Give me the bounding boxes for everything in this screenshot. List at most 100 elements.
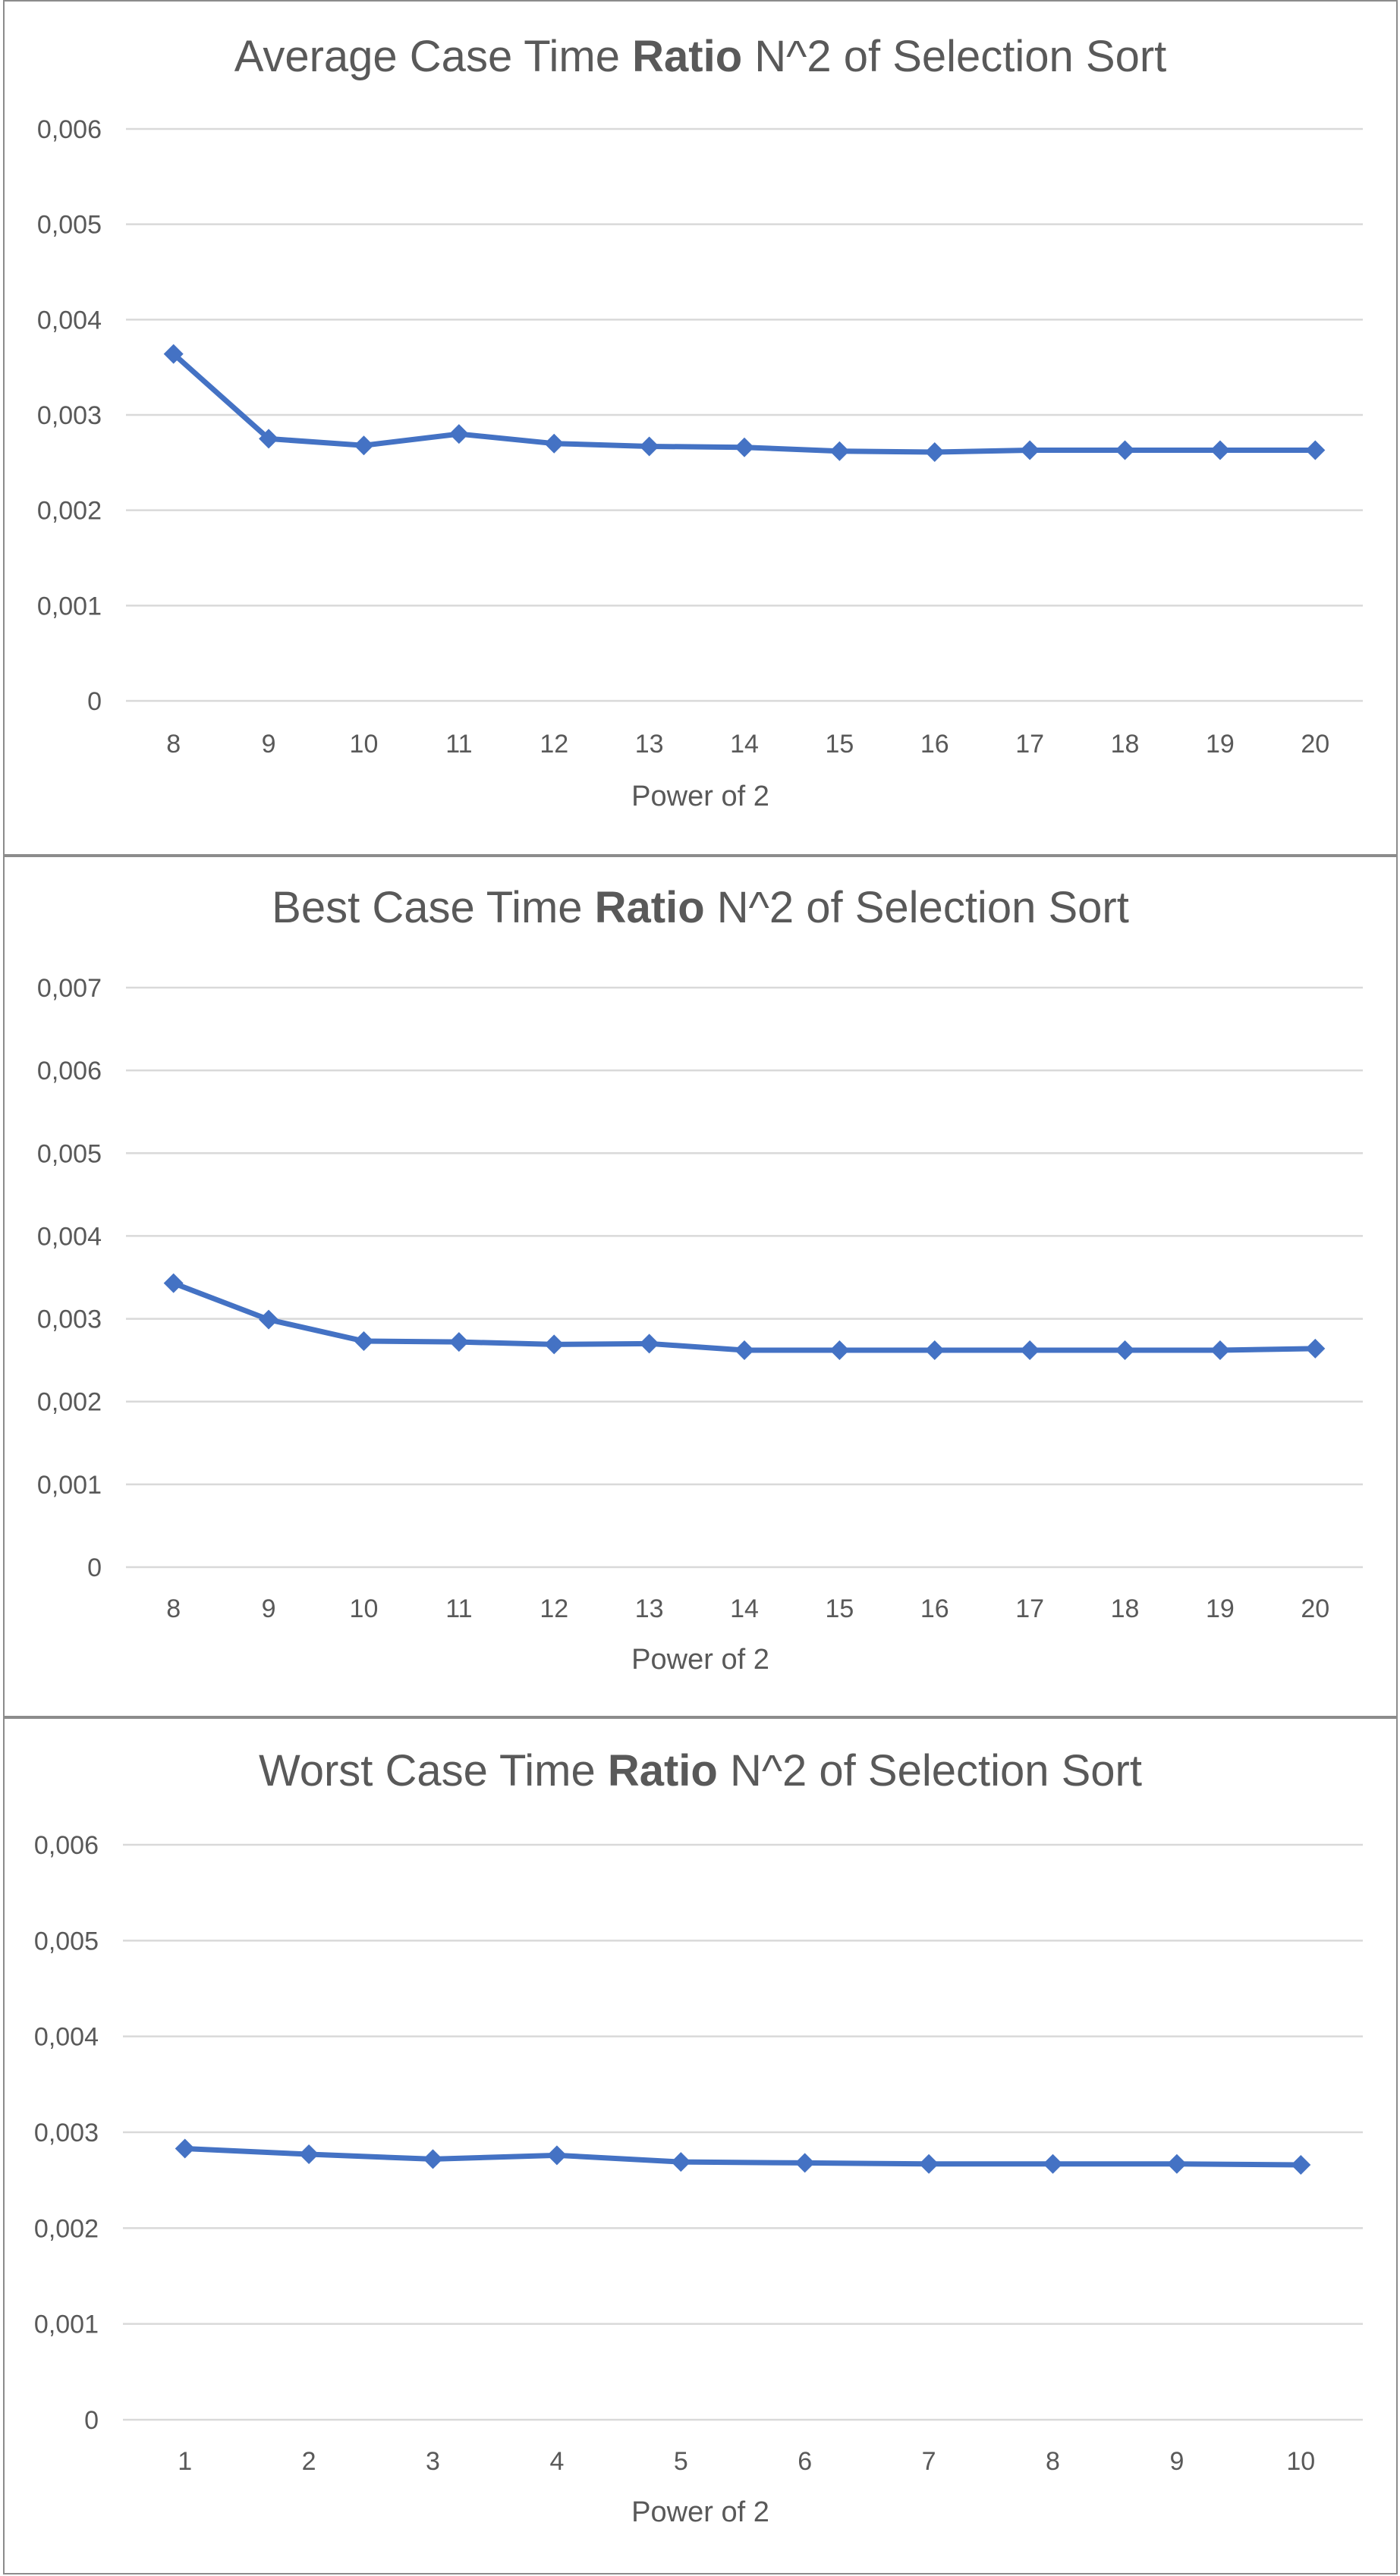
y-tick-label: 0,003: [37, 401, 102, 430]
data-point: [924, 1340, 945, 1361]
x-tick-label: 10: [350, 730, 379, 759]
x-tick-label: 13: [635, 730, 664, 759]
x-tick-label: 17: [1015, 1594, 1044, 1623]
data-point: [448, 1332, 469, 1352]
chart-best: Best Case Time Ratio N^2 of Selection So…: [37, 883, 1363, 1676]
x-tick-label: 7: [922, 2447, 936, 2476]
series-line: [171, 1280, 1318, 1353]
chart-title: Average Case Time Ratio N^2 of Selection…: [234, 32, 1167, 81]
data-point: [1305, 1338, 1326, 1359]
x-tick-label: 9: [1169, 2447, 1184, 2476]
y-tick-label: 0,005: [37, 1139, 102, 1168]
data-point: [1291, 2154, 1311, 2175]
chart-panel-average: Average Case Time Ratio N^2 of Selection…: [3, 0, 1398, 856]
x-tick-label: 13: [635, 1594, 664, 1623]
x-tick-label: 14: [730, 1594, 759, 1623]
y-tick-label: 0,006: [37, 115, 102, 144]
x-tick-label: 1: [178, 2447, 192, 2476]
x-tick-label: 12: [540, 1594, 568, 1623]
x-tick-label: 5: [674, 2447, 688, 2476]
x-tick-label: 8: [166, 730, 181, 759]
x-tick-label: 10: [1286, 2447, 1315, 2476]
chart-worst: Worst Case Time Ratio N^2 of Selection S…: [34, 1746, 1363, 2528]
data-point: [175, 2138, 195, 2159]
series-line: [171, 351, 1318, 455]
data-point: [794, 2153, 815, 2173]
y-tick-label: 0,005: [34, 1927, 99, 1956]
y-tick-label: 0,002: [37, 1388, 102, 1417]
x-tick-label: 11: [445, 1594, 472, 1623]
x-tick-label: 4: [549, 2447, 564, 2476]
x-axis-title: Power of 2: [631, 781, 769, 812]
data-point: [924, 442, 945, 463]
data-point: [1305, 440, 1326, 460]
data-point: [546, 2145, 567, 2166]
x-tick-label: 10: [350, 1594, 379, 1623]
data-point: [829, 441, 850, 461]
x-tick-label: 16: [920, 1594, 949, 1623]
x-tick-label: 3: [426, 2447, 440, 2476]
data-point: [354, 435, 374, 456]
y-tick-label: 0,004: [37, 1222, 102, 1251]
y-tick-label: 0,001: [37, 592, 102, 620]
x-axis-title: Power of 2: [631, 1644, 769, 1676]
data-point: [259, 429, 279, 449]
chart-title-part: Best Case Time: [272, 883, 594, 932]
y-tick-label: 0,002: [34, 2214, 99, 2243]
chart-title-part: N^2 of Selection Sort: [742, 32, 1166, 81]
y-tick-label: 0,003: [34, 2119, 99, 2147]
x-tick-label: 19: [1206, 730, 1235, 759]
x-tick-label: 20: [1301, 730, 1329, 759]
x-tick-label: 16: [920, 730, 949, 759]
x-tick-label: 9: [262, 1594, 276, 1623]
y-tick-label: 0,006: [37, 1057, 102, 1085]
y-tick-label: 0: [87, 1553, 102, 1582]
data-point: [919, 2153, 939, 2174]
chart-title-part: N^2 of Selection Sort: [705, 883, 1129, 932]
x-tick-label: 9: [262, 730, 276, 759]
data-point: [639, 436, 659, 457]
y-tick-label: 0,007: [37, 974, 102, 1003]
data-point: [1210, 1340, 1230, 1361]
data-point: [1020, 440, 1040, 460]
data-point: [163, 1273, 184, 1293]
chart-title: Best Case Time Ratio N^2 of Selection So…: [272, 883, 1129, 932]
data-point: [544, 1334, 565, 1355]
data-point: [1115, 440, 1135, 460]
data-point: [735, 1340, 754, 1361]
x-tick-label: 15: [825, 1594, 854, 1623]
y-tick-label: 0,004: [34, 2023, 99, 2052]
y-tick-label: 0,001: [34, 2311, 99, 2339]
x-tick-label: 12: [540, 730, 568, 759]
x-tick-label: 6: [798, 2447, 812, 2476]
x-tick-label: 11: [445, 730, 472, 759]
chart-title-part: Average Case Time: [234, 32, 632, 81]
chart-panel-best: Best Case Time Ratio N^2 of Selection So…: [3, 856, 1398, 1717]
x-axis-title: Power of 2: [631, 2496, 769, 2528]
data-point: [423, 2149, 443, 2169]
x-tick-label: 20: [1301, 1594, 1329, 1623]
chart-title-part: Worst Case Time: [259, 1746, 608, 1795]
x-tick-label: 18: [1111, 1594, 1140, 1623]
data-point: [163, 344, 184, 364]
data-point: [354, 1331, 374, 1352]
x-tick-label: 8: [1046, 2447, 1060, 2476]
data-point: [829, 1340, 850, 1361]
y-tick-label: 0,002: [37, 497, 102, 526]
data-point: [1210, 440, 1230, 460]
y-tick-label: 0,001: [37, 1471, 102, 1500]
chart-title-part: N^2 of Selection Sort: [718, 1746, 1142, 1795]
x-tick-label: 18: [1111, 730, 1140, 759]
y-tick-label: 0,006: [34, 1831, 99, 1860]
data-point: [1043, 2153, 1063, 2174]
x-tick-label: 8: [166, 1594, 181, 1623]
y-tick-label: 0,004: [37, 306, 102, 335]
data-point: [544, 433, 565, 454]
series-line: [182, 2145, 1304, 2168]
data-point: [1166, 2153, 1187, 2174]
chart-title-part: Ratio: [632, 32, 742, 81]
data-point: [639, 1334, 659, 1354]
chart-average: Average Case Time Ratio N^2 of Selection…: [37, 32, 1363, 812]
x-tick-label: 15: [825, 730, 854, 759]
x-tick-label: 17: [1015, 730, 1044, 759]
